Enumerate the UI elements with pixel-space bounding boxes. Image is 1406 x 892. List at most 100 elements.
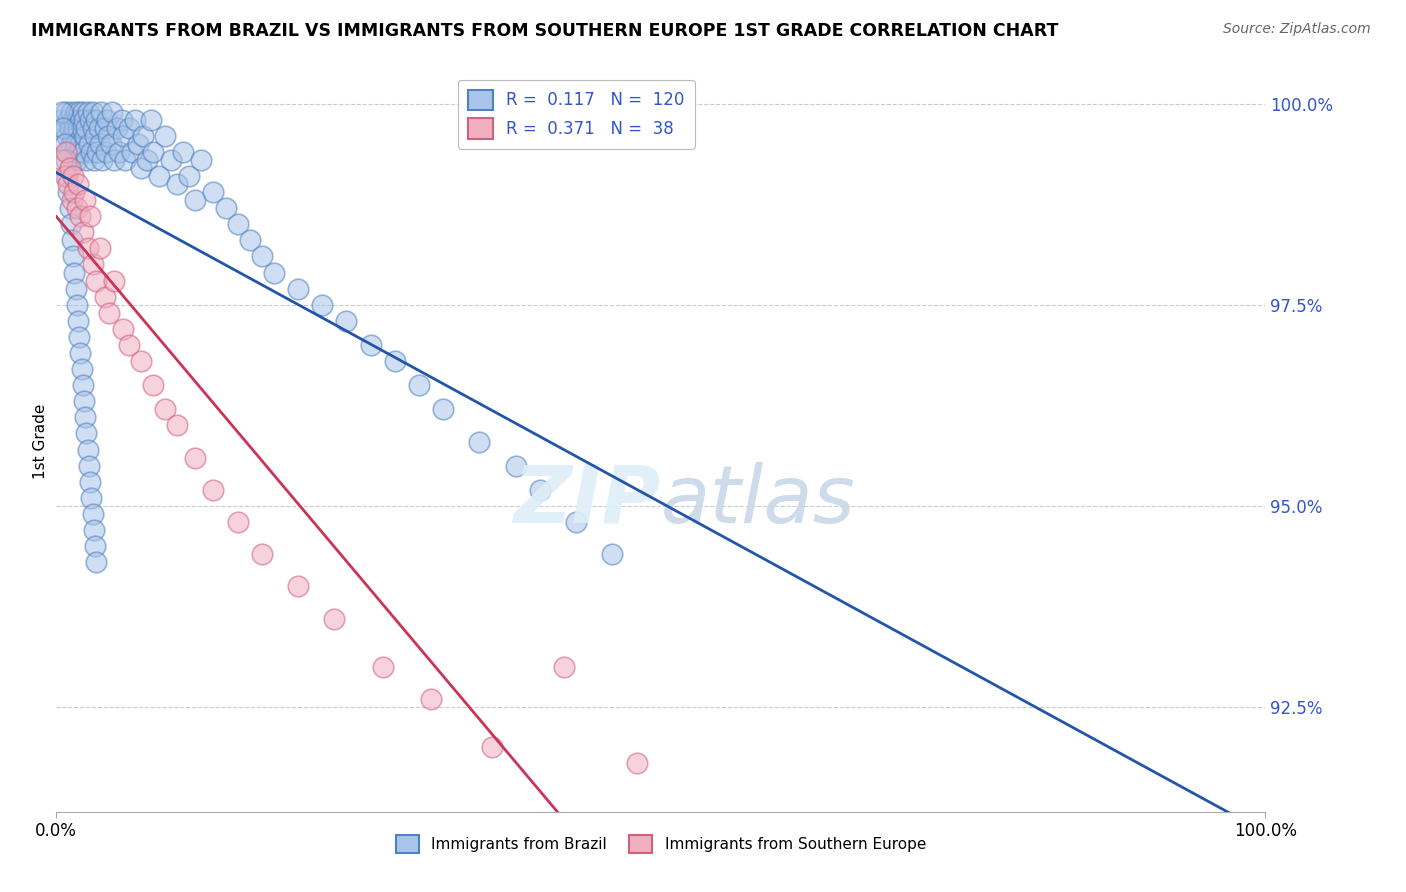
Point — [56, 169, 79, 183]
Point — [94, 145, 117, 159]
Point — [160, 153, 183, 167]
Point — [626, 756, 648, 771]
Point — [142, 378, 165, 392]
Point — [111, 322, 134, 336]
Point — [75, 193, 97, 207]
Point — [505, 458, 527, 473]
Point — [111, 128, 134, 143]
Point — [103, 274, 125, 288]
Point — [80, 491, 103, 505]
Point — [66, 314, 89, 328]
Point — [153, 128, 176, 143]
Point — [65, 282, 87, 296]
Point — [67, 104, 90, 119]
Point — [142, 145, 165, 159]
Point — [179, 169, 201, 183]
Point — [55, 145, 77, 159]
Point — [58, 177, 80, 191]
Point — [129, 354, 152, 368]
Point — [76, 153, 98, 167]
Point — [59, 104, 82, 119]
Point — [250, 547, 273, 561]
Point — [148, 169, 170, 183]
Point — [93, 290, 115, 304]
Point — [75, 410, 97, 425]
Point — [52, 120, 75, 135]
Point — [53, 120, 76, 135]
Point — [226, 515, 249, 529]
Point — [84, 112, 107, 127]
Point — [172, 145, 194, 159]
Point — [66, 112, 89, 127]
Point — [83, 523, 105, 537]
Text: Source: ZipAtlas.com: Source: ZipAtlas.com — [1223, 22, 1371, 37]
Point — [184, 193, 207, 207]
Point — [371, 660, 394, 674]
Point — [79, 112, 101, 127]
Point — [77, 136, 100, 151]
Point — [239, 233, 262, 247]
Point — [53, 136, 76, 151]
Point — [60, 128, 83, 143]
Point — [66, 145, 89, 159]
Point — [59, 217, 82, 231]
Point — [66, 298, 89, 312]
Point — [58, 161, 80, 175]
Point — [51, 104, 73, 119]
Point — [408, 378, 430, 392]
Point — [98, 306, 121, 320]
Point — [79, 209, 101, 223]
Point — [83, 153, 105, 167]
Point — [360, 338, 382, 352]
Point — [129, 161, 152, 175]
Point — [59, 136, 82, 151]
Point — [105, 120, 128, 135]
Point — [287, 579, 309, 593]
Point — [132, 128, 155, 143]
Point — [89, 136, 111, 151]
Point — [84, 274, 107, 288]
Point — [86, 145, 108, 159]
Point — [60, 233, 83, 247]
Point — [84, 555, 107, 569]
Text: atlas: atlas — [661, 462, 856, 540]
Point — [263, 266, 285, 280]
Point — [96, 112, 118, 127]
Point — [153, 402, 176, 417]
Point — [70, 362, 93, 376]
Point — [65, 136, 87, 151]
Point — [70, 120, 93, 135]
Y-axis label: 1st Grade: 1st Grade — [32, 404, 48, 479]
Point — [121, 145, 143, 159]
Point — [60, 153, 83, 167]
Point — [76, 104, 98, 119]
Point — [53, 169, 76, 183]
Point — [82, 258, 104, 272]
Point — [214, 201, 236, 215]
Point — [190, 153, 212, 167]
Point — [63, 185, 86, 199]
Point — [87, 120, 110, 135]
Point — [311, 298, 333, 312]
Point — [62, 169, 84, 183]
Point — [420, 692, 443, 706]
Point — [69, 112, 91, 127]
Point — [63, 266, 86, 280]
Point — [69, 136, 91, 151]
Point — [66, 201, 89, 215]
Point — [118, 338, 141, 352]
Point — [202, 483, 225, 497]
Point — [80, 145, 103, 159]
Point — [58, 112, 80, 127]
Point — [84, 128, 107, 143]
Point — [226, 217, 249, 231]
Point — [66, 120, 89, 135]
Point — [76, 426, 98, 441]
Point — [91, 153, 114, 167]
Point — [93, 120, 115, 135]
Point — [84, 539, 107, 553]
Point — [166, 177, 188, 191]
Point — [468, 434, 491, 449]
Point — [432, 402, 454, 417]
Point — [63, 120, 86, 135]
